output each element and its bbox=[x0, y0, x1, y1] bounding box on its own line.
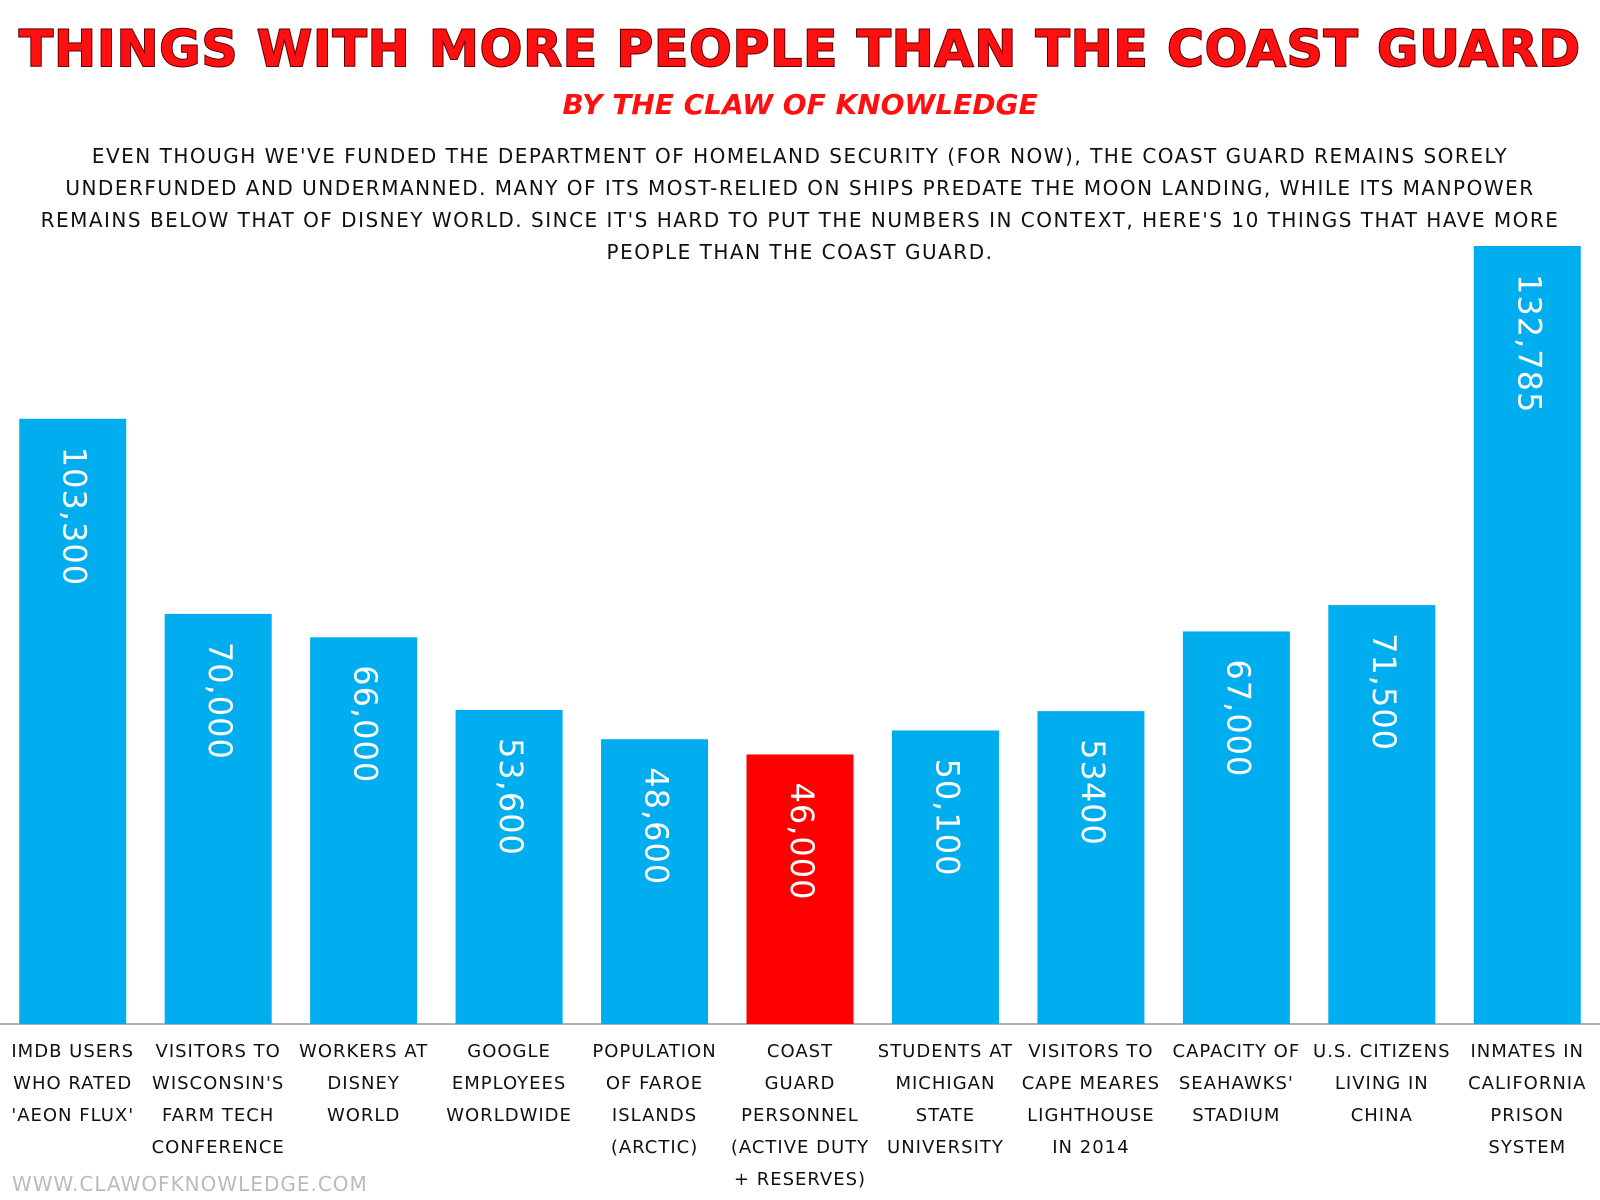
value-label: 53400 bbox=[1074, 739, 1112, 846]
value-label: 46,000 bbox=[783, 782, 821, 900]
x-tick-label: CAPACITY OF SEAHAWKS' STADIUM bbox=[1172, 1041, 1301, 1126]
bar bbox=[1182, 631, 1290, 1024]
footer: WWW.CLAWOFKNOWLEDGE.COM bbox=[12, 1172, 368, 1196]
chart-subtitle: BY THE CLAW OF KNOWLEDGE bbox=[562, 88, 1037, 121]
bar bbox=[19, 418, 127, 1024]
x-tick-label: GOOGLE EMPLOYEES WORLDWIDE bbox=[446, 1041, 572, 1126]
x-tick-label: IMDB USERS WHO RATED 'AEON FLUX' bbox=[11, 1041, 135, 1126]
value-label: 132,785 bbox=[1510, 274, 1548, 413]
x-tick-label: INMATES IN CALIFORNIA PRISON SYSTEM bbox=[1468, 1041, 1587, 1158]
value-label: 103,300 bbox=[56, 447, 94, 586]
x-tick-label: U.S. CITIZENS LIVING IN CHINA bbox=[1313, 1041, 1451, 1126]
bar bbox=[746, 754, 854, 1024]
chart-title: THINGS WITH MORE PEOPLE THAN THE COAST G… bbox=[19, 20, 1581, 78]
bar bbox=[891, 730, 999, 1024]
value-label: 70,000 bbox=[201, 642, 239, 760]
value-label: 48,600 bbox=[638, 767, 676, 885]
x-tick-label: VISITORS TO CAPE MEARES LIGHTHOUSE IN 20… bbox=[1021, 1041, 1161, 1158]
description: EVEN THOUGH WE'VE FUNDED THE DEPARTMENT … bbox=[40, 144, 1560, 264]
bar bbox=[455, 709, 563, 1024]
bar bbox=[1037, 711, 1145, 1024]
bar bbox=[1328, 605, 1436, 1024]
value-label: 71,500 bbox=[1365, 633, 1403, 751]
bar bbox=[164, 613, 272, 1024]
x-tick-label: COAST GUARD PERSONNEL (ACTIVE DUTY + RES… bbox=[730, 1041, 870, 1190]
value-label: 66,000 bbox=[347, 665, 385, 783]
bar bbox=[310, 637, 418, 1024]
value-label: 53,600 bbox=[492, 738, 530, 856]
bar bbox=[1473, 246, 1581, 1024]
x-tick-label: VISITORS TO WISCONSIN'S FARM TECH CONFER… bbox=[151, 1041, 285, 1158]
x-tick-label: STUDENTS AT MICHIGAN STATE UNIVERSITY bbox=[877, 1041, 1014, 1158]
x-tick-label: WORKERS AT DISNEY WORLD bbox=[299, 1041, 429, 1126]
value-label: 50,100 bbox=[928, 758, 966, 876]
x-tick-label: POPULATION OF FAROE ISLANDS (ARCTIC) bbox=[592, 1041, 717, 1158]
bar bbox=[601, 739, 709, 1024]
value-label: 67,000 bbox=[1219, 659, 1257, 777]
